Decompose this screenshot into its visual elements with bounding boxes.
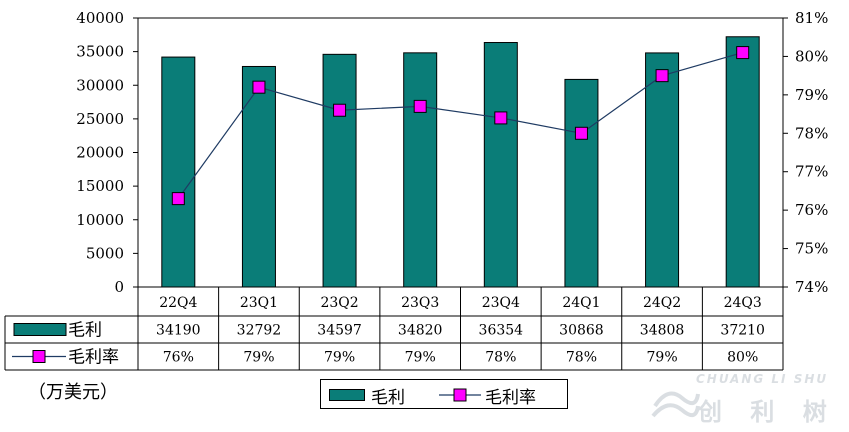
watermark-wave-icon xyxy=(651,391,700,418)
bar-gross-profit xyxy=(645,52,680,288)
category-label: 23Q4 xyxy=(482,295,520,311)
bar-gross-profit xyxy=(725,36,760,288)
legend-line-swatch xyxy=(439,388,481,402)
table-cell: 80% xyxy=(727,350,758,366)
legend-label-gross-margin: 毛利率 xyxy=(485,388,536,408)
table-cell: 36354 xyxy=(479,323,524,339)
right-tick-label: 81% xyxy=(795,9,828,27)
left-tick-label: 5000 xyxy=(86,244,124,262)
marker-gross-margin xyxy=(736,46,750,60)
category-label: 24Q2 xyxy=(643,295,681,311)
marker-gross-margin xyxy=(494,111,508,125)
category-label: 23Q2 xyxy=(320,295,358,311)
left-tick-label: 10000 xyxy=(76,211,124,229)
right-tick-label: 80% xyxy=(795,47,828,65)
left-tick-label: 0 xyxy=(114,278,124,296)
bar-gross-profit xyxy=(564,78,599,288)
left-tick-label: 25000 xyxy=(76,110,124,128)
table-key-marker xyxy=(32,350,46,363)
category-label: 24Q1 xyxy=(562,295,600,311)
bar-gross-profit xyxy=(161,56,196,288)
legend-bar-swatch xyxy=(329,389,365,401)
unit-label: （万美元） xyxy=(28,382,118,403)
right-tick-label: 77% xyxy=(795,163,828,181)
marker-gross-margin xyxy=(413,99,427,113)
left-tick-label: 40000 xyxy=(76,9,124,27)
watermark-text-latin: CHUANG LI SHU xyxy=(696,372,829,386)
marker-gross-margin xyxy=(574,126,588,140)
table-cell: 79% xyxy=(405,350,436,366)
watermark-logo: CHUANG LI SHU 创 利 树 xyxy=(650,368,845,430)
table-key-bar xyxy=(13,323,67,336)
marker-gross-margin xyxy=(171,192,185,206)
marker-gross-margin xyxy=(333,103,347,117)
bar-gross-profit xyxy=(241,65,276,288)
left-tick-label: 35000 xyxy=(76,43,124,61)
table-cell: 78% xyxy=(566,350,597,366)
table-cell: 30868 xyxy=(559,323,604,339)
table-cell: 34190 xyxy=(156,323,201,339)
table-cell: 34597 xyxy=(317,323,362,339)
category-label: 24Q3 xyxy=(724,295,762,311)
table-cell: 76% xyxy=(163,350,194,366)
plot-frame xyxy=(137,17,784,288)
left-tick-label: 30000 xyxy=(76,76,124,94)
category-label: 23Q1 xyxy=(240,295,278,311)
table-row-label: 毛利率 xyxy=(68,348,119,368)
category-label: 23Q3 xyxy=(401,295,439,311)
category-label: 22Q4 xyxy=(159,295,197,311)
bar-gross-profit xyxy=(483,42,518,288)
right-tick-label: 74% xyxy=(795,278,828,296)
right-tick-label: 79% xyxy=(795,86,828,104)
left-tick-label: 15000 xyxy=(76,177,124,195)
legend-label-gross-profit: 毛利 xyxy=(371,388,405,408)
table-cell: 79% xyxy=(324,350,355,366)
right-tick-label: 75% xyxy=(795,240,828,258)
right-tick-label: 78% xyxy=(795,124,828,142)
table-cell: 32792 xyxy=(237,323,282,339)
line-gross-margin xyxy=(177,52,743,199)
right-tick-label: 76% xyxy=(795,201,828,219)
legend: 毛利 毛利率 xyxy=(320,379,568,409)
bar-gross-profit xyxy=(322,53,357,288)
bar-gross-profit xyxy=(403,52,438,288)
marker-gross-margin xyxy=(655,69,669,83)
table-cell: 78% xyxy=(485,350,516,366)
table-cell: 79% xyxy=(647,350,678,366)
table-cell: 37210 xyxy=(720,323,765,339)
table-cell: 34808 xyxy=(640,323,685,339)
watermark-text-cjk: 创 利 树 xyxy=(698,398,837,426)
left-tick-label: 20000 xyxy=(76,144,124,162)
marker-gross-margin xyxy=(252,80,266,94)
table-cell: 34820 xyxy=(398,323,443,339)
table-cell: 79% xyxy=(243,350,274,366)
table-row-label: 毛利 xyxy=(68,321,102,341)
